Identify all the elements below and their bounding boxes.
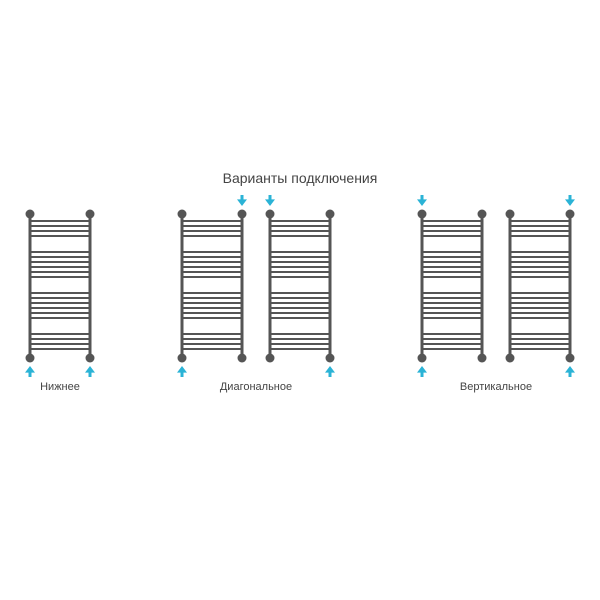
radiator: [502, 209, 578, 363]
radiator-wrap: [410, 195, 494, 377]
diagram-groups: Нижнее Диагональное Вертикальное: [18, 195, 582, 393]
arrow-down-icon: [237, 195, 247, 206]
diagram-title: Варианты подключения: [0, 170, 600, 186]
arrow-down-icon: [565, 195, 575, 206]
radiator-wrap: [18, 195, 102, 377]
connection-group: Диагональное: [170, 195, 342, 393]
arrow-up-icon: [85, 366, 95, 377]
radiator-wrap: [258, 195, 342, 377]
arrow-up-icon: [417, 366, 427, 377]
radiator-pair: [170, 195, 342, 377]
group-caption: Вертикальное: [460, 381, 532, 393]
radiator: [22, 209, 98, 363]
radiator-pair: [410, 195, 582, 377]
arrow-up-icon: [325, 366, 335, 377]
page: Варианты подключения Нижнее Диагональное В…: [0, 0, 600, 600]
connection-group: Нижнее: [18, 195, 102, 393]
radiator: [262, 209, 338, 363]
connection-group: Вертикальное: [410, 195, 582, 393]
arrow-up-icon: [25, 366, 35, 377]
radiator: [414, 209, 490, 363]
radiator: [174, 209, 250, 363]
group-caption: Диагональное: [220, 381, 292, 393]
radiator-pair: [18, 195, 102, 377]
arrow-down-icon: [265, 195, 275, 206]
radiator-wrap: [498, 195, 582, 377]
group-caption: Нижнее: [40, 381, 80, 393]
arrow-up-icon: [565, 366, 575, 377]
arrow-down-icon: [417, 195, 427, 206]
arrow-up-icon: [177, 366, 187, 377]
radiator-wrap: [170, 195, 254, 377]
